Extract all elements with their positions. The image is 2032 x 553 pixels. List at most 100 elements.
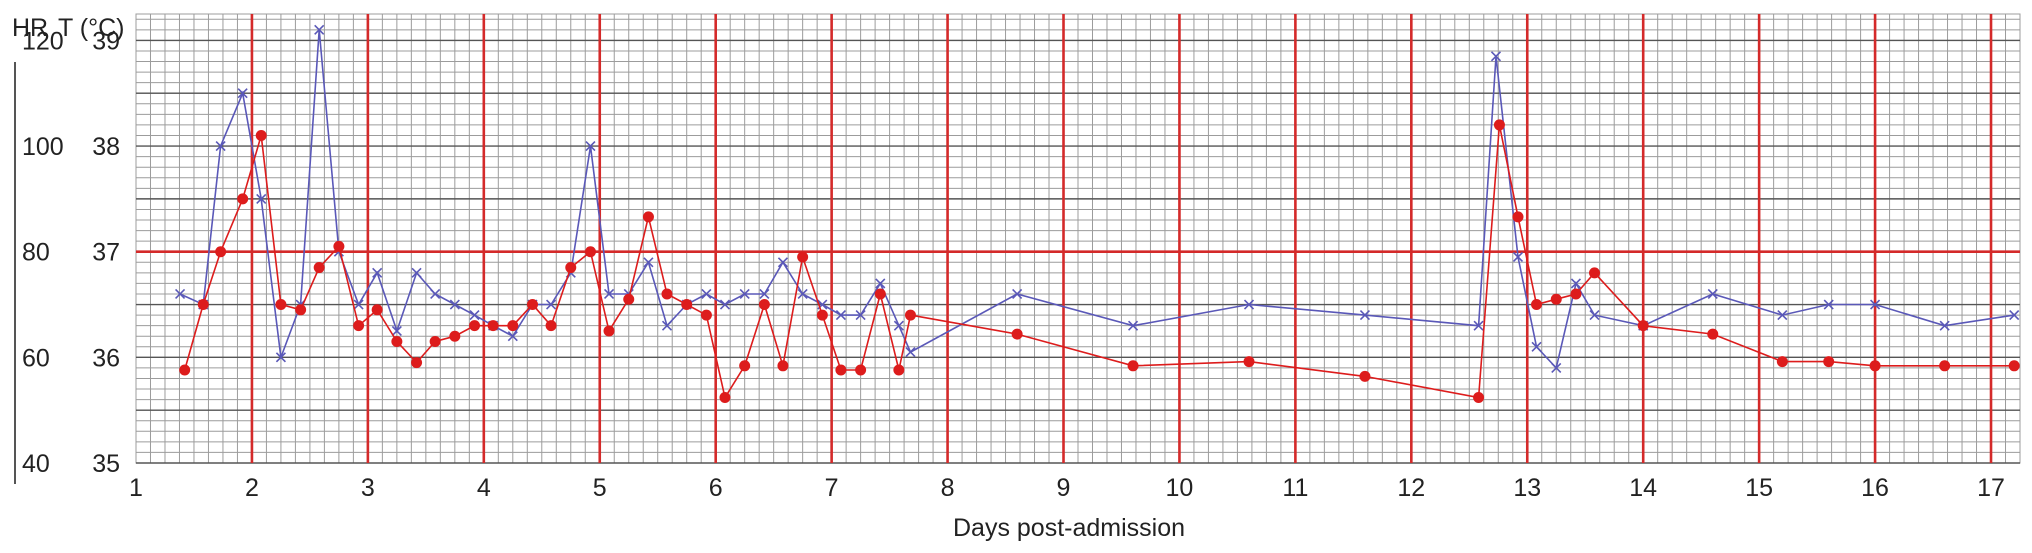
hr-point	[1551, 362, 1562, 373]
hr-point	[855, 310, 866, 321]
hr-point	[759, 288, 770, 300]
hr-point	[2009, 310, 2020, 321]
temp-point	[527, 299, 539, 311]
temp-point	[1127, 360, 1139, 372]
temp-tick-label: 38	[92, 133, 120, 161]
temp-point	[1550, 293, 1562, 305]
grid	[135, 13, 2021, 464]
hr-tick-label: 100	[22, 133, 64, 161]
hr-point	[875, 278, 886, 289]
temp-point	[313, 262, 325, 274]
hr-point	[797, 288, 808, 300]
hr-point	[256, 193, 267, 204]
temp-point	[1359, 370, 1371, 382]
hr-tick-labels: 40 60 80 100 120	[22, 27, 64, 478]
temp-tick-label: 36	[92, 344, 120, 372]
hr-point	[643, 257, 654, 268]
hr-point	[391, 325, 402, 337]
x-tick-label: 17	[1977, 474, 2005, 502]
x-tick-label: 7	[825, 474, 839, 502]
hr-point	[893, 320, 904, 331]
temp-point	[1589, 267, 1601, 279]
temp-point	[1939, 360, 1951, 372]
hr-point	[1707, 288, 1718, 300]
temp-point	[623, 293, 635, 305]
x-tick-labels: 1 2 3 4 5 6 7 8 9 10 11 12 13 14 15 16 17	[129, 474, 2005, 502]
temp-point	[719, 391, 731, 403]
temp-point	[904, 309, 916, 321]
temp-point	[661, 288, 673, 300]
temp-point	[1512, 211, 1524, 223]
hr-tick-label: 60	[22, 344, 50, 372]
temp-point	[487, 320, 499, 332]
hr-point	[430, 288, 441, 300]
temp-point	[275, 299, 287, 311]
hr-point	[1490, 51, 1502, 62]
x-tick-label: 8	[941, 474, 955, 502]
hr-point	[1128, 320, 1139, 331]
temp-tick-labels: 35 36 37 38 39	[92, 27, 120, 478]
temp-point	[739, 360, 751, 372]
temp-point	[1707, 328, 1719, 340]
temp-point	[545, 320, 557, 332]
temp-point	[758, 299, 770, 311]
temp-point	[179, 364, 191, 376]
temp-point	[1776, 356, 1788, 368]
hr-point	[1777, 310, 1788, 321]
temp-point	[507, 320, 519, 332]
temp-point	[371, 304, 383, 316]
temp-point	[1823, 356, 1835, 368]
x-tick-label: 13	[1513, 474, 1541, 502]
hr-point	[1939, 320, 1950, 331]
temp-point	[255, 129, 267, 141]
hr-point	[739, 288, 750, 300]
x-tick-label: 12	[1397, 474, 1425, 502]
hr-point	[449, 299, 460, 310]
hr-point	[719, 299, 731, 310]
hr-point	[1012, 288, 1023, 300]
temp-point	[429, 336, 441, 348]
temp-tick-label: 37	[92, 239, 120, 267]
temp-point	[835, 364, 847, 376]
hr-point	[1823, 299, 1834, 310]
x-tick-label: 16	[1861, 474, 1889, 502]
temp-point	[1243, 356, 1255, 368]
x-tick-label: 5	[593, 474, 607, 502]
temp-point	[584, 246, 596, 258]
hr-point	[215, 140, 226, 152]
hr-point	[1870, 299, 1881, 310]
hr-point	[275, 352, 286, 363]
hr-point	[905, 347, 916, 358]
hr-point	[1512, 251, 1524, 263]
hr-point	[835, 310, 846, 321]
temp-point	[893, 364, 905, 376]
hr-point	[545, 299, 557, 310]
hr-point	[1243, 299, 1255, 310]
hr-point	[1473, 320, 1484, 331]
hr-point	[1570, 278, 1582, 289]
temp-point	[1531, 299, 1543, 311]
temp-point	[237, 193, 249, 205]
hr-tick-label: 120	[22, 27, 64, 55]
x-tick-label: 11	[1282, 474, 1308, 502]
temp-tick-label: 35	[92, 450, 120, 478]
hr-point	[411, 267, 422, 278]
temp-point	[816, 309, 828, 321]
x-tick-label: 1	[129, 474, 143, 502]
temp-point	[700, 309, 712, 321]
temp-axis-title: T (°C)	[58, 14, 124, 42]
temp-point	[1570, 288, 1582, 300]
x-tick-label: 4	[477, 474, 491, 502]
x-tick-label: 15	[1745, 474, 1773, 502]
x-tick-label: 6	[709, 474, 723, 502]
temp-point	[411, 357, 423, 369]
hr-point	[372, 267, 383, 278]
hr-point	[237, 88, 248, 99]
temp-point	[449, 330, 461, 342]
temp-point	[469, 320, 481, 332]
x-tick-label: 10	[1166, 474, 1194, 502]
temp-point	[215, 246, 227, 258]
temp-point	[797, 251, 809, 263]
temp-tick-label: 39	[92, 27, 120, 55]
temp-point	[295, 304, 307, 316]
